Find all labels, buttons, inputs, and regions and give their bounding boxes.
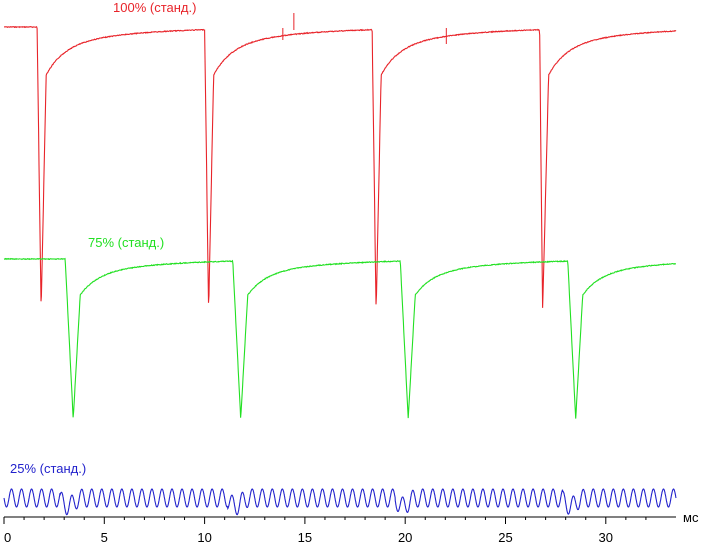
trace-layer <box>3 13 677 516</box>
x-tick-label: 15 <box>298 530 312 544</box>
x-tick-label: 5 <box>101 530 108 544</box>
x-tick-label: 30 <box>599 530 613 544</box>
series-label-100: 100% (станд.) <box>113 0 196 15</box>
x-axis-ticks: 0 5 10 15 20 25 30 <box>3 517 647 544</box>
series-label-75: 75% (станд.) <box>88 235 164 250</box>
series-line-75 <box>3 257 676 419</box>
series-line-100 <box>4 25 677 308</box>
x-tick-label: 25 <box>498 530 512 544</box>
series-label-25: 25% (станд.) <box>10 461 86 476</box>
x-tick-label: 10 <box>197 530 211 544</box>
series-line-25 <box>3 488 677 516</box>
x-axis-unit-label: мс <box>683 510 699 525</box>
x-tick-label: 20 <box>398 530 412 544</box>
x-tick-label: 0 <box>4 530 11 544</box>
